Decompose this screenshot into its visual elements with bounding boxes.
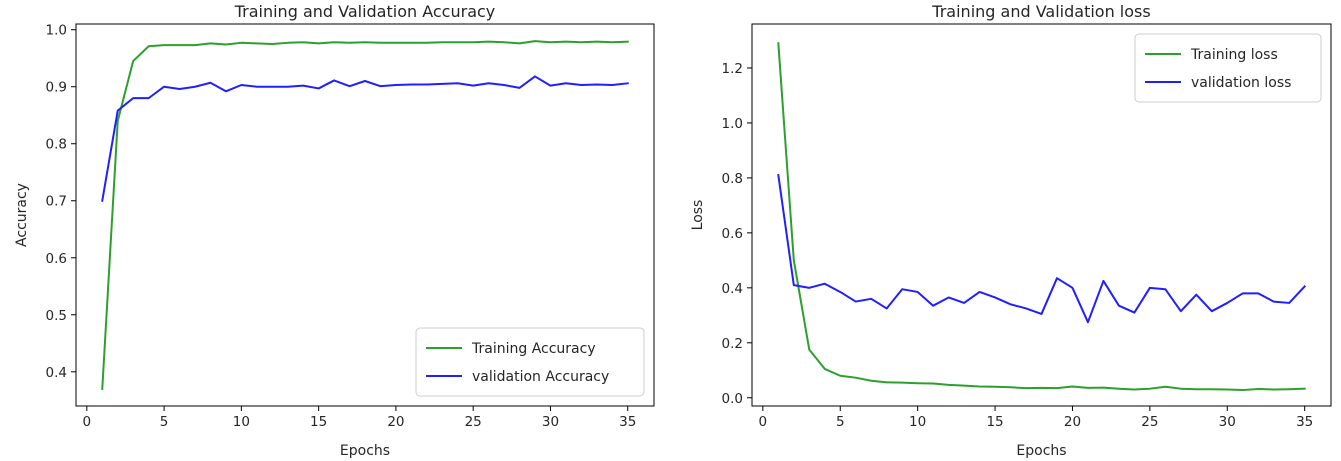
y-tick-label: 0.7 [46, 194, 67, 210]
y-axis-label: Accuracy [14, 183, 30, 247]
x-tick-label: 15 [310, 414, 327, 430]
y-tick-label: 0.4 [46, 365, 67, 381]
x-axis-label: Epochs [1016, 443, 1066, 459]
y-tick-label: 0.4 [722, 281, 743, 297]
x-tick-label: 5 [160, 414, 169, 430]
x-tick-label: 10 [233, 414, 250, 430]
y-tick-label: 0.0 [722, 391, 743, 407]
x-tick-label: 30 [542, 414, 559, 430]
x-tick-label: 10 [909, 414, 926, 430]
legend-label: validation loss [1191, 75, 1291, 91]
series-line-training-loss [777, 42, 1306, 392]
y-tick-label: 1.0 [722, 116, 743, 132]
chart-title: Training and Validation loss [931, 2, 1150, 21]
accuracy-chart: Training and Validation Accuracy 0 5 10 15 20… [14, 2, 655, 459]
y-tick-label: 0.6 [46, 251, 67, 267]
x-tick-label: 0 [83, 414, 92, 430]
x-tick-label: 20 [387, 414, 404, 430]
y-tick-label: 1.0 [46, 23, 67, 39]
plot-frame [751, 23, 1332, 407]
x-tick-label: 15 [986, 414, 1003, 430]
chart-title: Training and Validation Accuracy [234, 2, 496, 21]
y-tick-label: 0.9 [46, 80, 67, 96]
x-tick-label: 25 [1141, 414, 1158, 430]
x-tick-label: 30 [1219, 414, 1236, 430]
y-tick-label: 0.6 [722, 226, 743, 242]
legend-label: Training Accuracy [471, 341, 596, 357]
legend-label: validation Accuracy [472, 369, 609, 385]
legend: Training Accuracy validation Accuracy [415, 327, 645, 397]
plot-frame [75, 23, 655, 407]
x-tick-label: 25 [465, 414, 482, 430]
series-lines [101, 40, 629, 390]
legend: Training loss validation loss [1134, 33, 1322, 103]
x-tick-label: 5 [836, 414, 845, 430]
y-tick-label: 0.2 [722, 336, 743, 352]
series-line-training-accuracy [101, 40, 629, 390]
x-tick-label: 35 [619, 414, 636, 430]
x-tick-label: 35 [1296, 414, 1313, 430]
legend-label: Training loss [1190, 47, 1278, 63]
y-axis-label: Loss [690, 200, 706, 231]
series-line-validation-loss [777, 174, 1307, 324]
series-lines [777, 42, 1307, 392]
y-tick-label: 0.8 [722, 171, 743, 187]
series-line-validation-accuracy [101, 75, 629, 202]
y-tick-label: 0.5 [46, 308, 67, 324]
legend-box [1134, 33, 1322, 103]
x-tick-label: 20 [1064, 414, 1081, 430]
loss-chart: Training and Validation loss 0 5 10 15 20 25 30… [690, 2, 1332, 459]
y-tick-label: 1.2 [722, 61, 743, 77]
x-axis-label: Epochs [340, 443, 390, 459]
y-tick-label: 0.8 [46, 137, 67, 153]
x-tick-label: 0 [759, 414, 768, 430]
legend-box [415, 327, 645, 397]
